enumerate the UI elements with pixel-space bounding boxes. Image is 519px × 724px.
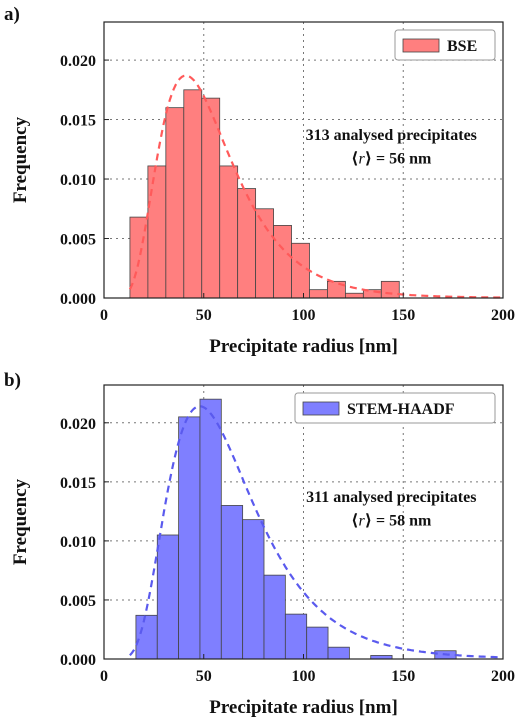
y-tick-label: 0.020 [60,53,96,70]
histogram-bar [273,225,292,299]
y-tick-label: 0.015 [60,475,96,492]
x-tick-label: 200 [491,307,515,324]
histogram-bar [306,626,329,660]
histogram-bar [255,208,274,299]
x-tick-label: 50 [196,307,212,324]
x-tick-label: 0 [100,307,108,324]
y-tick-label: 0.010 [60,172,96,189]
y-axis-label-b: Frequency [10,478,31,565]
histogram-bar [309,289,328,299]
legend-label: BSE [447,38,477,55]
y-tick-label: 0.020 [60,416,96,433]
histogram-bar [242,519,265,660]
histogram-bar [284,613,308,660]
bars-b [135,398,457,660]
histogram-bar [183,89,203,299]
legend-swatch [302,401,340,416]
histogram-bar [165,107,185,299]
bars-a [129,89,400,299]
fit-curve-b [129,405,503,659]
y-tick-label: 0.000 [60,652,96,669]
panel-b: b) 0 50 100 150 200 0.000 0.005 0.010 0.015 0.020… [4,370,515,718]
y-tick-label: 0.010 [60,534,96,551]
histogram-bar [327,646,350,660]
panel-a: a) 0 50 100 150 200 0.000 0.005 0.010 0.015 0.020… [4,4,515,357]
histogram-bar [344,292,364,299]
x-tick-label: 100 [292,668,316,685]
axes-b: 0 50 100 150 200 0.000 0.005 0.010 0.015 0.020 [60,384,515,685]
axes-a: 0 50 100 150 200 0.000 0.005 0.010 0.015 0.020 [60,21,515,324]
histogram-bar [156,534,180,660]
x-axis-label-a: Precipitate radius [nm] [209,336,398,357]
histogram-bar [263,574,286,660]
x-axis-label-b: Precipitate radius [nm] [209,697,398,718]
histogram-bar [291,242,310,299]
panel-label-a: a) [4,4,20,25]
histogram-bar [147,165,167,299]
histogram-bar [178,416,201,660]
legend-b: STEM-HAADF [294,392,496,424]
annotation-mean-b: ⟨r⟩ = 58 nm [351,513,432,530]
legend-label: STEM-HAADF [347,401,455,418]
x-tick-label: 200 [491,668,515,685]
y-tick-label: 0.005 [60,232,96,249]
x-tick-label: 100 [292,307,316,324]
y-tick-label: 0.005 [60,593,96,610]
histogram-bar [220,505,244,660]
legend-box [394,29,496,61]
histogram-bar [201,97,221,299]
y-axis-label-a: Frequency [10,116,31,203]
histogram-bar [219,165,239,299]
fit-curve-line [129,405,503,659]
legend-swatch [402,38,440,53]
fit-curve-line [128,74,503,299]
legend-a: BSE [394,29,496,61]
annotation-mean-a: ⟨r⟩ = 56 nm [351,151,432,168]
annotation-count-a: 313 analysed precipitates [306,127,477,144]
histogram-bar [380,280,400,299]
panel-label-b: b) [4,370,21,391]
y-tick-label: 0.015 [60,113,96,130]
x-tick-label: 150 [391,307,415,324]
histogram-bar [199,398,222,660]
histogram-bar [135,614,158,660]
x-tick-label: 0 [100,668,108,685]
x-tick-label: 150 [391,668,415,685]
fit-curve-a [128,74,503,299]
legend-box [294,392,496,424]
y-tick-label: 0.000 [60,291,96,308]
annotation-count-b: 311 analysed precipitates [306,489,476,506]
x-tick-label: 50 [196,668,212,685]
